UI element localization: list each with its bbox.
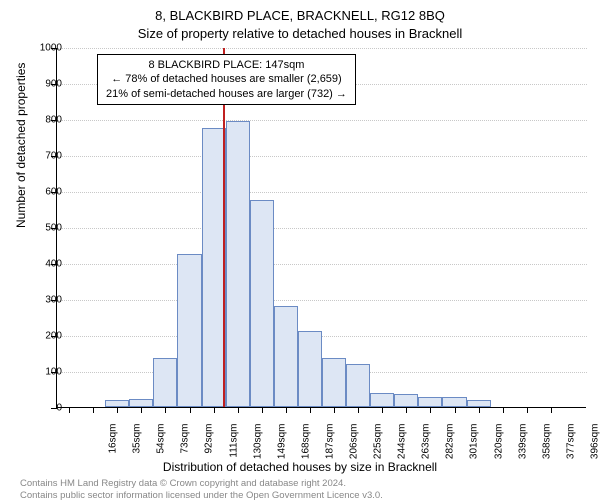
histogram-bar <box>129 399 153 407</box>
histogram-bar <box>298 331 322 407</box>
x-tick <box>238 407 239 413</box>
gridline-h <box>57 264 587 265</box>
y-tick-label: 700 <box>45 151 62 162</box>
histogram-bar <box>177 254 201 407</box>
histogram-bar <box>394 394 418 407</box>
x-tick-label: 54sqm <box>156 424 167 474</box>
annotation-line3: 21% of semi-detached houses are larger (… <box>106 87 347 101</box>
x-tick <box>527 407 528 413</box>
histogram-bar <box>467 400 491 407</box>
x-tick <box>93 407 94 413</box>
histogram-bar <box>322 358 346 407</box>
x-tick-label: 73sqm <box>180 424 191 474</box>
gridline-h <box>57 300 587 301</box>
x-tick-label: 111sqm <box>228 424 239 474</box>
x-tick-label: 16sqm <box>108 424 119 474</box>
x-tick-label: 263sqm <box>421 424 432 474</box>
histogram-bar <box>250 200 274 407</box>
y-tick-label: 1000 <box>40 43 62 54</box>
footer-line2: Contains public sector information licen… <box>20 490 383 501</box>
annotation-box: 8 BLACKBIRD PLACE: 147sqm ← 78% of detac… <box>97 54 356 105</box>
x-tick-label: 225sqm <box>373 424 384 474</box>
gridline-h <box>57 48 587 49</box>
x-tick <box>310 407 311 413</box>
x-tick <box>503 407 504 413</box>
x-tick <box>334 407 335 413</box>
x-tick-label: 187sqm <box>324 424 335 474</box>
histogram-bar <box>418 397 442 407</box>
gridline-h <box>57 336 587 337</box>
x-tick <box>358 407 359 413</box>
y-tick-label: 400 <box>45 259 62 270</box>
histogram-bar <box>442 397 466 407</box>
x-tick <box>69 407 70 413</box>
x-tick <box>165 407 166 413</box>
histogram-bar <box>370 393 394 407</box>
x-tick-label: 282sqm <box>445 424 456 474</box>
y-axis-label: Number of detached properties <box>14 63 28 228</box>
histogram-bar <box>346 364 370 407</box>
annotation-line2: ← 78% of detached houses are smaller (2,… <box>106 72 347 86</box>
y-tick-label: 600 <box>45 187 62 198</box>
y-tick-label: 900 <box>45 79 62 90</box>
x-tick-label: 168sqm <box>300 424 311 474</box>
x-tick <box>214 407 215 413</box>
gridline-h <box>57 228 587 229</box>
y-tick-label: 200 <box>45 331 62 342</box>
x-tick-label: 35sqm <box>132 424 143 474</box>
x-tick-label: 339sqm <box>517 424 528 474</box>
x-tick-label: 92sqm <box>204 424 215 474</box>
x-tick <box>551 407 552 413</box>
x-tick <box>479 407 480 413</box>
histogram-bar <box>105 400 129 407</box>
gridline-h <box>57 120 587 121</box>
x-tick-label: 377sqm <box>565 424 576 474</box>
x-tick <box>262 407 263 413</box>
annotation-line1: 8 BLACKBIRD PLACE: 147sqm <box>106 58 347 72</box>
chart-title-line2: Size of property relative to detached ho… <box>0 26 600 41</box>
x-tick-label: 149sqm <box>276 424 287 474</box>
histogram-bar <box>153 358 177 407</box>
x-tick <box>190 407 191 413</box>
x-tick-label: 396sqm <box>589 424 600 474</box>
x-tick-label: 358sqm <box>541 424 552 474</box>
x-tick <box>382 407 383 413</box>
x-tick-label: 130sqm <box>252 424 263 474</box>
x-tick <box>406 407 407 413</box>
histogram-bar <box>226 121 250 407</box>
histogram-bar <box>202 128 226 407</box>
x-tick <box>430 407 431 413</box>
histogram-bar <box>274 306 298 407</box>
y-tick-label: 100 <box>45 367 62 378</box>
x-tick-label: 301sqm <box>469 424 480 474</box>
x-tick <box>117 407 118 413</box>
y-tick-label: 500 <box>45 223 62 234</box>
y-tick-label: 0 <box>56 403 62 414</box>
x-tick-label: 206sqm <box>348 424 359 474</box>
y-tick-label: 800 <box>45 115 62 126</box>
x-tick-label: 320sqm <box>493 424 504 474</box>
chart-title-line1: 8, BLACKBIRD PLACE, BRACKNELL, RG12 8BQ <box>0 8 600 23</box>
footer-line1: Contains HM Land Registry data © Crown c… <box>20 478 346 489</box>
x-tick <box>141 407 142 413</box>
x-tick <box>286 407 287 413</box>
y-tick-label: 300 <box>45 295 62 306</box>
x-tick <box>455 407 456 413</box>
gridline-h <box>57 156 587 157</box>
gridline-h <box>57 192 587 193</box>
x-tick-label: 244sqm <box>397 424 408 474</box>
